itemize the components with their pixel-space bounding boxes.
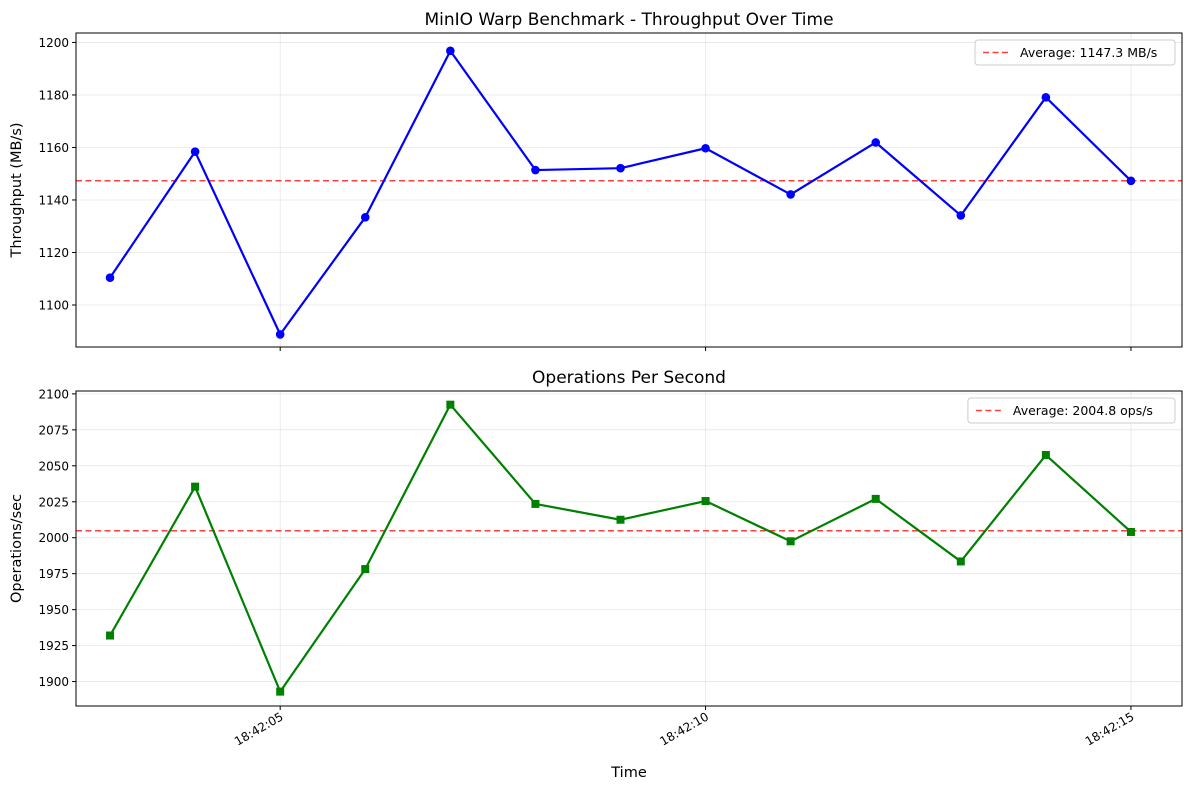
data-point xyxy=(701,143,710,153)
data-point xyxy=(105,273,115,282)
y-tick-label: 2050 xyxy=(38,459,69,473)
data-point xyxy=(106,631,115,640)
data-point xyxy=(1041,451,1050,460)
series-line xyxy=(109,403,1132,693)
chart-panel-1: 1100 1120 1140 1160 1180 1200 MinIO Warp Bench… xyxy=(9,10,1183,351)
data-point xyxy=(191,482,200,491)
y-tick-label: 1100 xyxy=(38,298,69,312)
x-tick-label: 18:42:10 xyxy=(657,709,711,748)
y-tick-label: 1900 xyxy=(38,675,69,689)
x-axis-label: Time xyxy=(610,765,647,781)
chart-title: MinIO Warp Benchmark - Throughput Over T… xyxy=(424,10,833,30)
y-tick-label: 1160 xyxy=(38,141,69,155)
data-point xyxy=(956,557,965,566)
data-point xyxy=(956,211,966,220)
y-tick-label: 1975 xyxy=(38,567,69,581)
data-point xyxy=(360,213,370,222)
series-line xyxy=(109,49,1132,336)
x-tick-label: 18:42:05 xyxy=(232,709,286,748)
x-tick-label: 18:42:15 xyxy=(1083,709,1137,748)
data-point xyxy=(871,494,880,503)
data-point xyxy=(616,515,625,524)
y-tick-label: 1925 xyxy=(38,639,69,653)
plot-frame xyxy=(75,32,1183,348)
chart-title: Operations Per Second xyxy=(532,368,726,388)
data-point xyxy=(446,400,455,409)
data-point xyxy=(701,497,710,506)
legend-label: Average: 1147.3 MB/s xyxy=(1020,45,1157,60)
data-point xyxy=(1126,176,1136,186)
y-tick-label: 1180 xyxy=(38,88,69,102)
data-point xyxy=(531,499,540,508)
y-tick-label: 2075 xyxy=(38,423,69,437)
legend: Average: 2004.8 ops/s xyxy=(967,397,1176,424)
y-tick-label: 1140 xyxy=(38,193,69,207)
legend-box xyxy=(967,397,1176,424)
y-axis-label: Throughput (MB/s) xyxy=(9,122,25,258)
data-point xyxy=(1041,93,1051,102)
data-point xyxy=(531,165,540,175)
plot-frame xyxy=(75,390,1183,707)
data-point xyxy=(275,330,285,339)
data-point xyxy=(616,163,625,173)
data-point xyxy=(276,687,285,696)
y-tick-label: 2000 xyxy=(38,531,69,545)
data-point xyxy=(786,537,795,546)
data-point xyxy=(190,147,200,156)
y-tick-label: 1120 xyxy=(38,246,69,260)
y-tick-label: 2025 xyxy=(38,495,69,509)
data-point xyxy=(786,190,795,199)
data-point xyxy=(361,565,370,574)
legend: Average: 1147.3 MB/s xyxy=(974,39,1176,66)
y-tick-label: 1950 xyxy=(38,603,69,617)
legend-box xyxy=(974,39,1176,66)
y-tick-label: 2100 xyxy=(38,387,69,401)
y-axis-label: Operations/sec xyxy=(9,494,25,603)
chart-panel-2: 1900 1925 1950 1975 2000 2025 2050 2075 2100 18:4… xyxy=(9,368,1183,781)
y-tick-label: 1200 xyxy=(38,36,69,50)
data-point xyxy=(871,138,881,147)
data-point xyxy=(1126,527,1135,536)
legend-label: Average: 2004.8 ops/s xyxy=(1013,403,1153,418)
data-point xyxy=(446,46,455,56)
